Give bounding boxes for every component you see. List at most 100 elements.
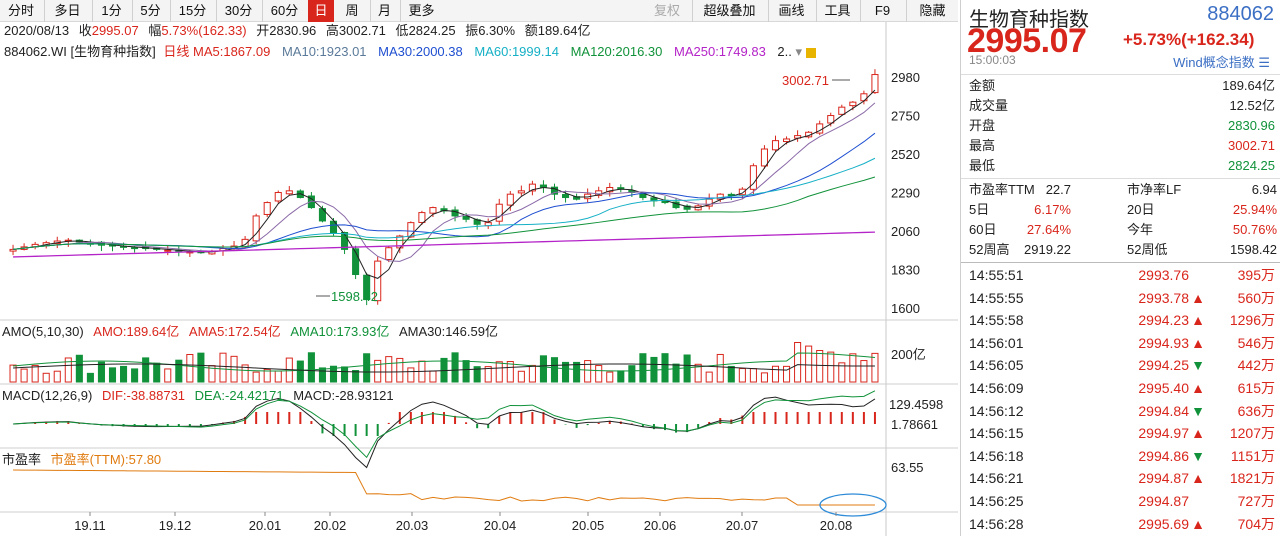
down-arrow-icon: ▼	[1191, 357, 1205, 374]
amo-bar	[816, 349, 824, 383]
amo-bar	[573, 361, 581, 383]
candle-body	[738, 188, 746, 196]
draw-line-button[interactable]: 画线	[768, 0, 814, 22]
amo-bar	[628, 365, 636, 383]
amo-bar	[120, 365, 128, 383]
tab-1min[interactable]: 1分	[92, 0, 130, 22]
tick-price: 2994.25	[1138, 357, 1189, 374]
ama30-line	[13, 363, 875, 373]
tab-multi-day[interactable]: 多日	[44, 0, 90, 22]
amo-bar	[794, 341, 802, 383]
amo-bar	[385, 356, 393, 383]
candle	[528, 180, 536, 196]
candle	[595, 186, 603, 199]
lock-icon[interactable]	[805, 47, 816, 58]
candle	[484, 218, 492, 230]
stat-value: 189.64亿	[1222, 78, 1275, 93]
tab-15min[interactable]: 15分	[170, 0, 214, 22]
concept-link[interactable]: Wind概念指数 ☰	[1173, 55, 1270, 70]
hide-button[interactable]: 隐藏	[906, 0, 958, 22]
tab-daily[interactable]: 日	[308, 0, 334, 22]
candle-body	[849, 101, 857, 107]
amo-bar	[53, 370, 61, 383]
y-tick-label: 1830	[891, 262, 920, 277]
amo-bar	[738, 368, 746, 383]
y-tick-label: 2980	[891, 70, 920, 85]
stat-value: 2830.96	[1228, 118, 1275, 133]
tools-button[interactable]: 工具	[816, 0, 858, 22]
tick-row: 14:56:25 2994.87 727万	[969, 490, 1275, 512]
candle-body	[241, 238, 249, 248]
valuation-value: 25.94%	[1232, 202, 1277, 217]
amo-bar	[9, 364, 17, 383]
amo-bar	[263, 368, 271, 383]
candle-body	[838, 106, 846, 115]
x-tick-label: 20.06	[644, 518, 677, 533]
tab-5min[interactable]: 5分	[132, 0, 168, 22]
tab-weekly[interactable]: 周	[345, 3, 359, 18]
candle	[274, 190, 282, 204]
tab-more[interactable]: 更多	[400, 0, 442, 22]
candle	[760, 145, 768, 169]
index-name: [生物育种指数]	[70, 44, 156, 59]
amo-bar	[252, 371, 260, 383]
stat-label: 开盘	[969, 118, 996, 133]
valuation-value: 6.94	[1251, 182, 1277, 197]
tick-price: 2993.76	[1138, 267, 1189, 283]
amo-bar	[164, 368, 172, 383]
candle-body	[418, 212, 426, 223]
macd-title: MACD(12,26,9)	[2, 388, 93, 403]
close-value: 2995.07	[91, 23, 139, 38]
stat-value: 12.52亿	[1229, 98, 1275, 113]
overlay-button[interactable]: 超级叠加	[692, 0, 766, 22]
x-tick-label: 20.02	[314, 518, 347, 533]
low-label: 低	[395, 23, 409, 38]
amo-bar	[341, 366, 349, 383]
valuation-value: 22.7	[1045, 182, 1071, 197]
tab-60min[interactable]: 60分	[262, 0, 306, 22]
adjust-button[interactable]: 复权	[653, 3, 680, 18]
more-ma-link[interactable]: 2..	[777, 44, 792, 59]
candle	[617, 184, 625, 193]
amo-bar	[241, 364, 249, 383]
candle	[550, 183, 559, 200]
candle-body	[252, 215, 260, 242]
tick-row: 14:55:51 2993.76 395万	[969, 264, 1275, 286]
candle	[794, 130, 802, 142]
amo-bar	[672, 363, 680, 383]
tab-intraday[interactable]: 分时	[7, 3, 34, 18]
candle-body	[517, 190, 525, 194]
amo-bar	[186, 353, 194, 383]
up-arrow-icon: ▲	[1191, 312, 1205, 329]
valuation-label: 20日	[1127, 202, 1155, 217]
down-arrow-icon: ▼	[1191, 447, 1205, 464]
tick-row: 14:56:21 2994.87 ▲ 1821万	[969, 467, 1275, 489]
close-label: 收	[78, 23, 92, 38]
candle-body	[550, 186, 559, 195]
pe-line	[13, 469, 875, 506]
up-arrow-icon: ▲	[1191, 515, 1205, 532]
amo-bar	[31, 364, 39, 383]
tick-volume: 615万	[1237, 380, 1275, 396]
valuation-label: 今年	[1127, 222, 1154, 237]
macd-axis-bottom: 1.78661	[891, 417, 938, 432]
amo-bar	[727, 365, 735, 383]
collapse-icon[interactable]: ▾	[795, 44, 803, 59]
tick-time: 14:56:09	[969, 380, 1024, 396]
ama30-value: AMA30:146.59亿	[398, 324, 498, 339]
candle-body	[506, 193, 514, 206]
tab-30min[interactable]: 30分	[216, 0, 260, 22]
tab-monthly[interactable]: 月	[370, 0, 398, 22]
last-price: 2995.07	[967, 22, 1087, 60]
stat-label: 最高	[969, 138, 996, 153]
candle	[871, 69, 879, 94]
candle	[418, 210, 426, 225]
up-arrow-icon: ▲	[1191, 425, 1205, 442]
amo-bar	[683, 354, 691, 383]
candle-body	[329, 220, 338, 234]
amo-bar	[562, 361, 570, 383]
f9-button[interactable]: F9	[860, 0, 904, 22]
kline-chart[interactable]: 2980 2750 2520 2290 2060 1830 1600 3002.71 1598.…	[0, 0, 958, 536]
candle-body	[274, 192, 282, 202]
candle-body	[462, 215, 470, 220]
